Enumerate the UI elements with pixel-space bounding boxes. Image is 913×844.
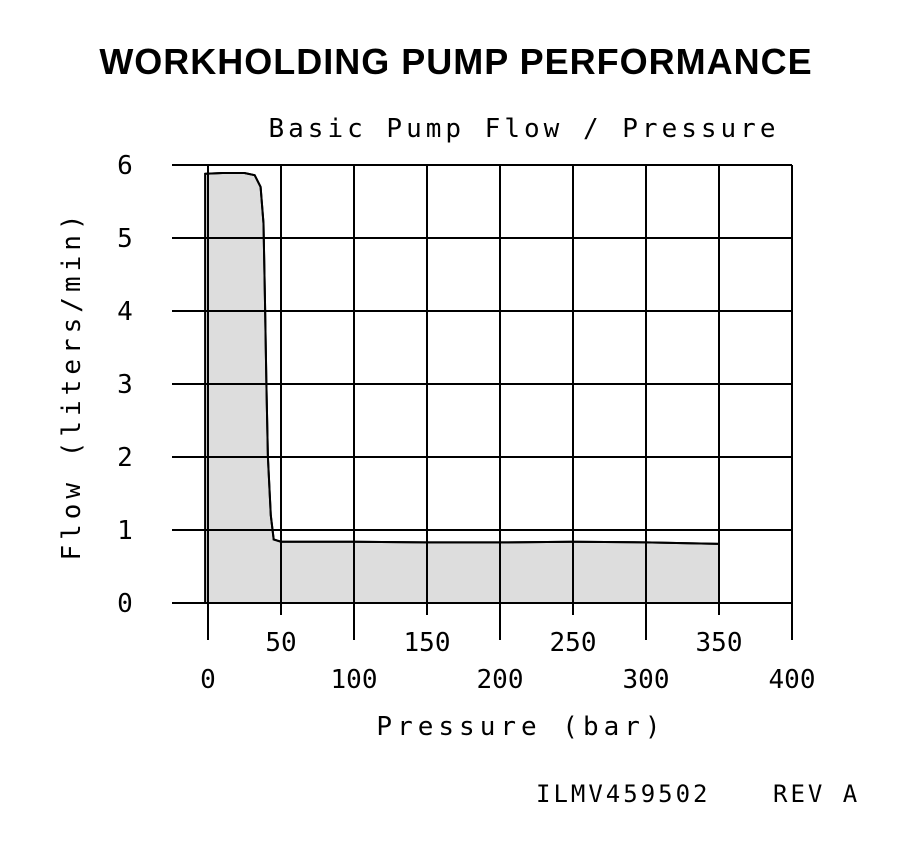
- drawing-code: ILMV459502: [536, 780, 711, 808]
- x-tick-label: 0: [200, 665, 216, 695]
- x-tick-label: 100: [331, 665, 378, 695]
- x-tick-labels: 50 150 250 350 0 100 200 300 400: [200, 628, 815, 695]
- x-tick-label: 400: [769, 665, 816, 695]
- x-tick-label: 300: [623, 665, 670, 695]
- x-tick-label: 150: [404, 628, 451, 658]
- x-tick-label: 350: [696, 628, 743, 658]
- y-tick-label: 3: [117, 370, 133, 400]
- y-tick-label: 4: [117, 297, 133, 327]
- chart-title: WORKHOLDING PUMP PERFORMANCE: [99, 41, 812, 82]
- x-tick-label: 250: [550, 628, 597, 658]
- flow-curve: [205, 172, 720, 545]
- grid: [172, 164, 793, 640]
- chart-subtitle: Basic Pump Flow / Pressure: [269, 114, 780, 144]
- y-tick-label: 2: [117, 443, 133, 473]
- series: [205, 172, 720, 545]
- revision-label: REV A: [773, 780, 860, 808]
- y-tick-label: 1: [117, 516, 133, 546]
- y-tick-label: 0: [117, 589, 133, 619]
- x-axis-label: Pressure (bar): [376, 712, 665, 742]
- y-tick-label: 6: [117, 151, 133, 181]
- x-tick-label: 200: [477, 665, 524, 695]
- y-tick-labels: 0 1 2 3 4 5 6: [117, 151, 133, 619]
- y-tick-label: 5: [117, 224, 133, 254]
- y-axis-label: Flow (liters/min): [57, 209, 87, 560]
- x-tick-label: 50: [265, 628, 296, 658]
